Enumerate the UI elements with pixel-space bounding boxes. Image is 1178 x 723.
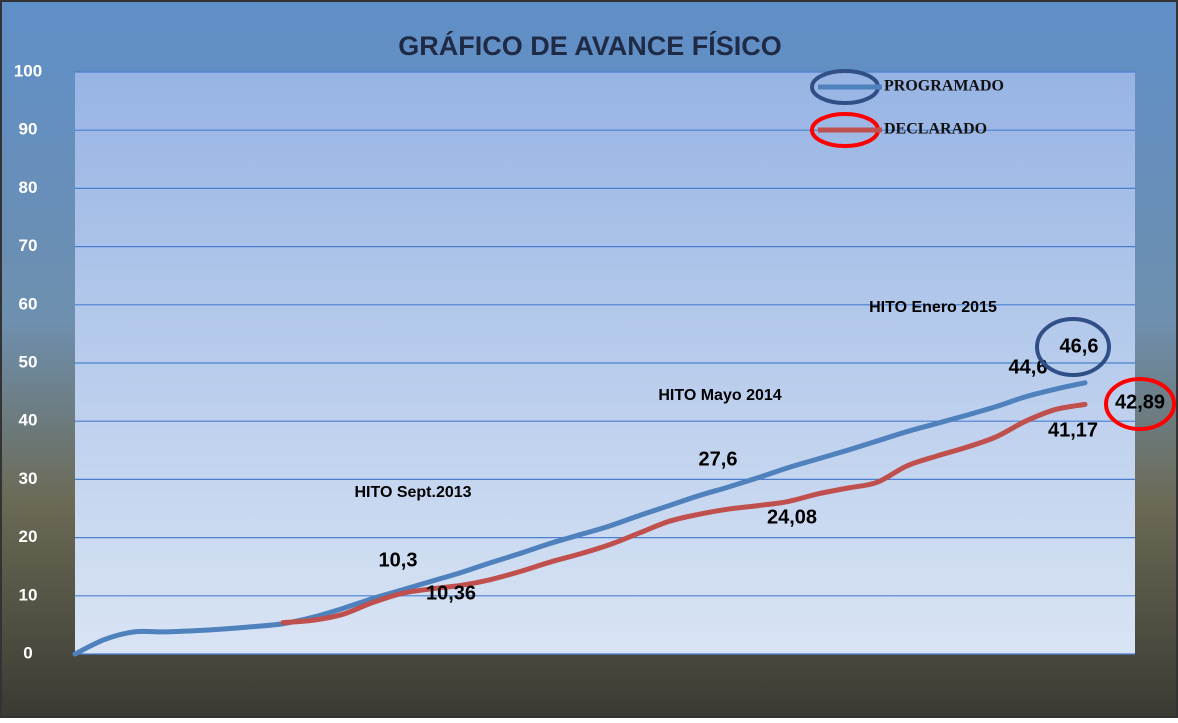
y-tick-label: 80: [19, 178, 38, 197]
annotation: 42,89: [1115, 391, 1165, 413]
annotation: HITO Enero 2015: [869, 299, 997, 316]
y-tick-label: 50: [19, 352, 38, 371]
annotation: 24,08: [767, 506, 817, 528]
y-tick-label: 0: [23, 643, 32, 662]
y-tick-label: 10: [19, 585, 38, 604]
annotation: 27,6: [699, 448, 738, 470]
legend-label: DECLARADO: [884, 121, 987, 138]
annotation: HITO Sept.2013: [354, 484, 471, 501]
y-tick-label: 70: [19, 236, 38, 255]
annotation: 10,36: [426, 582, 476, 604]
legend-label: PROGRAMADO: [884, 78, 1004, 95]
y-tick-label: 60: [19, 294, 38, 313]
annotation: HITO Mayo 2014: [658, 387, 781, 404]
y-tick-label: 40: [19, 411, 38, 430]
y-tick-label: 20: [19, 527, 38, 546]
annotation: 41,17: [1048, 419, 1098, 441]
y-tick-label: 100: [14, 61, 42, 80]
annotation: 46,6: [1060, 335, 1099, 357]
chart-title: GRÁFICO DE AVANCE FÍSICO: [398, 30, 782, 61]
annotation: 10,3: [379, 549, 418, 571]
chart: GRÁFICO DE AVANCE FÍSICO 0 10 20 30 40 50 60 70…: [0, 0, 1178, 718]
y-tick-label: 90: [19, 120, 38, 139]
y-tick-label: 30: [19, 469, 38, 488]
